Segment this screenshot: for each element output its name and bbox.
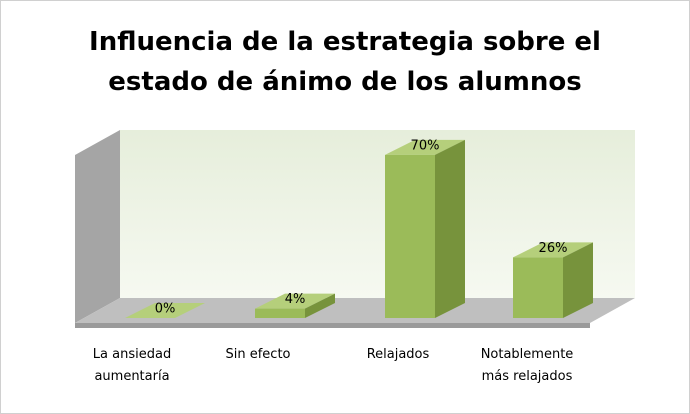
floor bbox=[75, 298, 635, 323]
x-tick-label: Notablemente más relajados bbox=[480, 347, 574, 384]
bar-top bbox=[125, 303, 205, 318]
bar bbox=[255, 293, 335, 318]
bar-top bbox=[255, 293, 335, 309]
bar-side bbox=[305, 293, 335, 318]
floor-edge bbox=[75, 323, 590, 328]
bar bbox=[125, 303, 205, 318]
bar bbox=[513, 242, 593, 318]
bar-front bbox=[255, 308, 305, 318]
x-tick-label: La ansiedad aumentaría bbox=[92, 347, 172, 384]
data-label: 4% bbox=[285, 292, 306, 307]
bar-top bbox=[513, 242, 593, 258]
bar-side bbox=[435, 139, 465, 318]
bar bbox=[385, 139, 465, 318]
x-tick-label: Relajados bbox=[366, 347, 430, 362]
side-wall bbox=[75, 130, 120, 323]
data-label: 26% bbox=[539, 241, 568, 256]
x-tick-label: Sin efecto bbox=[225, 347, 291, 362]
bar-front bbox=[385, 154, 435, 318]
back-wall bbox=[120, 130, 635, 298]
bar-side bbox=[563, 242, 593, 318]
data-label: 0% bbox=[155, 302, 176, 317]
bar-top bbox=[385, 139, 465, 155]
bar-front bbox=[513, 257, 563, 318]
chart-title: Influencia de la estrategia sobre el est… bbox=[89, 27, 601, 97]
data-label: 70% bbox=[411, 138, 440, 153]
